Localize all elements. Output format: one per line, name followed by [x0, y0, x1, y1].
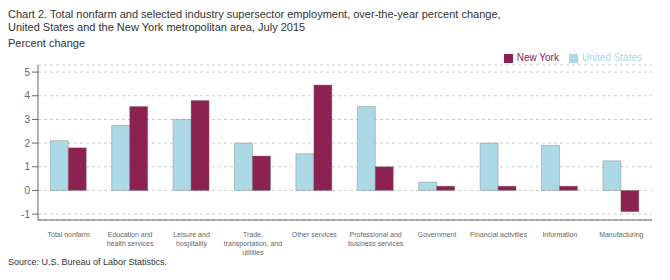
svg-text:1: 1 — [24, 161, 30, 172]
svg-text:Information: Information — [542, 231, 577, 238]
svg-text:Other services: Other services — [292, 231, 338, 238]
html-text:Percent change: Percent change — [8, 37, 86, 49]
svg-text:2: 2 — [24, 138, 30, 149]
svg-text:5: 5 — [24, 67, 30, 78]
svg-text:3: 3 — [24, 114, 30, 125]
html-text:United States and the New York: United States and the New York metropoli… — [8, 21, 306, 33]
html-text:Source: U.S. Bureau of Labor S: Source: U.S. Bureau of Labor Statistics. — [8, 257, 168, 267]
svg-text:Leisure andhospitality: Leisure andhospitality — [173, 231, 210, 248]
html-text:Chart 2. Total nonfarm and sel: Chart 2. Total nonfarm and selected indu… — [8, 8, 501, 20]
html-text:United States: United States — [582, 52, 642, 63]
svg-text:Financial activities: Financial activities — [470, 231, 527, 238]
svg-text:Total nonfarm: Total nonfarm — [47, 231, 90, 238]
svg-text:0: 0 — [24, 185, 30, 196]
svg-text:Government: Government — [418, 231, 457, 238]
svg-text:Manufacturing: Manufacturing — [599, 231, 643, 239]
svg-text:4: 4 — [24, 90, 30, 101]
svg-text:Trade,transportation, andutili: Trade,transportation, andutilities — [224, 231, 282, 256]
svg-text:Professional andbusiness servi: Professional andbusiness services — [348, 231, 404, 247]
svg-text:-1: -1 — [21, 209, 30, 220]
svg-text:Education andhealth services: Education andhealth services — [107, 231, 154, 247]
html-text:New York: New York — [516, 52, 559, 63]
